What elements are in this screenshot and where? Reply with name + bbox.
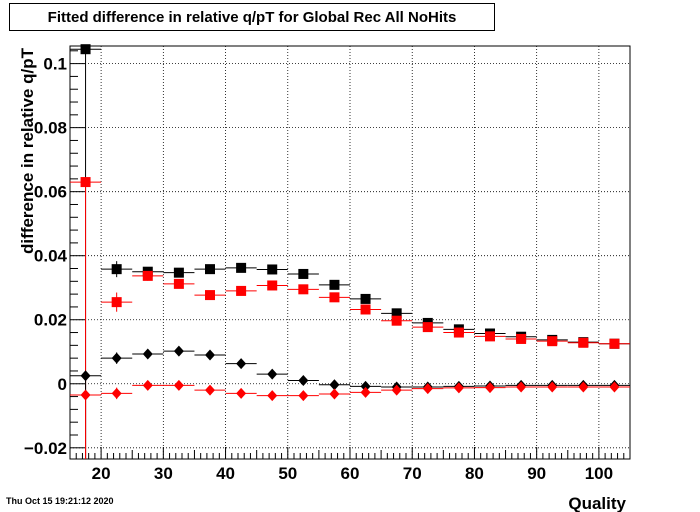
data-point-diamond <box>205 384 215 396</box>
data-point-square <box>80 44 91 55</box>
data-point-square <box>298 268 309 279</box>
data-series <box>70 44 630 459</box>
data-point-diamond <box>422 383 433 395</box>
timestamp-footer: Thu Oct 15 19:21:12 2020 <box>6 496 114 506</box>
data-point-square <box>391 315 402 326</box>
data-point-square <box>329 292 340 303</box>
data-point-diamond <box>142 379 153 391</box>
chart-title: Fitted difference in relative q/pT for G… <box>9 3 495 31</box>
data-point-diamond <box>80 389 91 401</box>
data-point-square <box>485 331 495 342</box>
data-point-diamond <box>205 349 215 361</box>
data-point-square <box>329 279 340 290</box>
y-tick-label: −0.02 <box>24 439 67 458</box>
data-point-diamond <box>453 382 464 394</box>
data-point-square <box>267 264 278 275</box>
data-point-diamond <box>391 384 402 396</box>
data-point-diamond <box>267 368 278 380</box>
data-point-diamond <box>236 358 247 370</box>
data-point-square <box>111 297 122 308</box>
data-point-diamond <box>298 390 309 402</box>
x-tick-label: 30 <box>154 464 173 483</box>
x-axis-label: Quality <box>568 494 626 512</box>
data-point-diamond <box>329 388 340 400</box>
data-point-diamond <box>236 387 247 399</box>
data-point-diamond <box>173 345 184 357</box>
data-point-square <box>298 284 309 295</box>
data-point-square <box>236 285 247 296</box>
x-tick-label: 20 <box>92 464 111 483</box>
data-point-square <box>173 278 184 289</box>
axes: 20 30 40 50 60 70 80 90 100 −0.02 0 0.02 0.04 0.06 0.0… <box>24 50 631 483</box>
y-tick-label: 0.1 <box>43 55 67 74</box>
data-point-diamond <box>516 381 527 393</box>
data-point-diamond <box>111 352 122 364</box>
data-point-square <box>80 177 91 188</box>
y-tick-label: 0.06 <box>34 183 67 202</box>
x-tick-label: 80 <box>465 464 484 483</box>
data-point-diamond <box>329 379 340 391</box>
data-point-diamond <box>360 386 371 398</box>
data-point-diamond <box>360 380 371 392</box>
data-point-square <box>205 290 215 301</box>
data-point-square <box>173 267 184 278</box>
data-point-diamond <box>173 379 184 391</box>
data-point-square <box>142 270 153 281</box>
y-axis-label: difference in relative q/pT <box>18 47 37 254</box>
data-point-diamond <box>80 370 91 382</box>
data-point-diamond <box>267 390 278 402</box>
y-tick-label: 0.04 <box>34 247 68 266</box>
data-point-square <box>360 304 371 315</box>
data-point-square <box>609 338 620 349</box>
data-point-square <box>267 280 278 291</box>
data-point-square <box>578 337 589 348</box>
data-point-square <box>516 333 527 344</box>
x-tick-label: 50 <box>278 464 297 483</box>
x-tick-label: 40 <box>216 464 235 483</box>
plot-frame <box>69 45 631 460</box>
x-tick-label: 100 <box>585 464 613 483</box>
data-point-square <box>391 308 402 319</box>
data-point-diamond <box>578 381 589 393</box>
data-point-square <box>360 293 371 304</box>
data-point-square <box>111 264 122 275</box>
x-tick-label: 60 <box>341 464 360 483</box>
x-tick-label: 70 <box>403 464 422 483</box>
data-point-square <box>236 262 247 273</box>
data-point-diamond <box>298 375 309 387</box>
grid <box>70 46 630 459</box>
data-point-diamond <box>111 387 122 399</box>
y-tick-label: 0.02 <box>34 311 67 330</box>
y-tick-label: 0.08 <box>34 119 67 138</box>
data-point-square <box>205 264 215 275</box>
data-point-diamond <box>142 348 153 360</box>
data-point-square <box>453 327 464 338</box>
x-tick-label: 90 <box>527 464 546 483</box>
data-point-diamond <box>485 382 495 394</box>
data-point-diamond <box>609 381 620 393</box>
data-point-square <box>422 322 433 333</box>
data-point-square <box>547 336 558 347</box>
y-tick-label: 0 <box>58 375 67 394</box>
data-point-diamond <box>547 381 558 393</box>
